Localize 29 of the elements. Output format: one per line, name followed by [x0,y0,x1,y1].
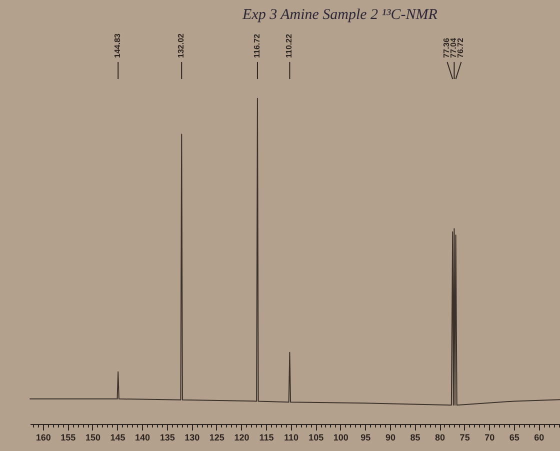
x-tick-label: 115 [259,432,274,442]
annotation: 76.72 [456,37,466,58]
x-tick-label: 160 [36,432,51,442]
x-tick-label: 140 [135,432,150,442]
x-tick-label: 150 [85,432,100,442]
x-tick-label: 70 [484,432,495,442]
x-tick-label: 100 [333,432,348,442]
annotation: 116.72 [252,33,262,58]
x-tick-label: 80 [435,432,446,442]
x-tick-label: 90 [385,432,396,442]
annotation: 144.83 [113,32,122,58]
x-tick-label: 130 [184,432,200,442]
x-tick-label: 145 [110,432,126,442]
x-tick-label: 135 [160,432,175,442]
x-tick-label: 95 [360,432,371,442]
x-tick-label: 75 [460,432,470,442]
x-tick-label: 65 [509,432,520,442]
x-tick-label: 105 [308,432,324,442]
x-tick-label: 125 [209,432,224,442]
x-tick-label: 120 [234,432,250,442]
x-tick-label: 155 [60,432,76,442]
annotation: 132.02 [176,32,186,58]
x-tick-label: 110 [284,432,299,442]
annotation: 77.04 [449,37,458,58]
chart-title: Exp 3 Amine Sample 2 ¹³C-NMR [242,7,438,23]
annotation: 110.22 [284,33,294,58]
x-tick-label: 85 [410,432,420,442]
x-tick-label: 60 [534,432,544,442]
annotation: 77.36 [442,37,452,58]
